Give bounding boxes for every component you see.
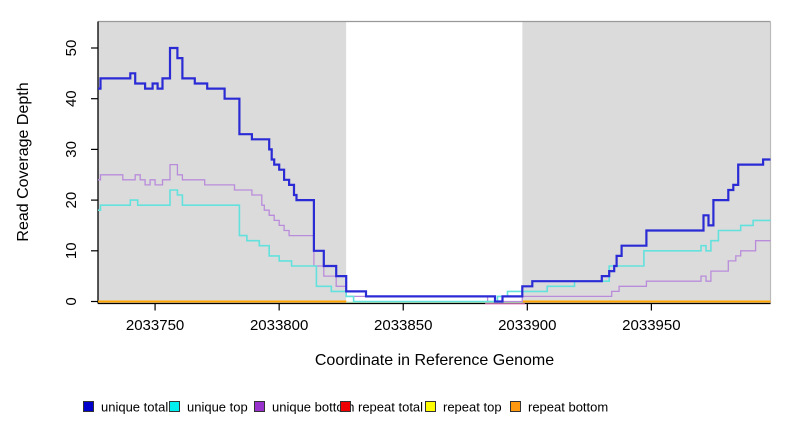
legend-swatch-unique-bottom xyxy=(254,401,265,413)
legend: unique total unique top unique bottom repea… xyxy=(0,398,792,420)
coverage-plot: 0 10 20 30 40 50 2033750 2033800 2033850 2033900 2… xyxy=(63,20,772,334)
legend-item-unique-total: unique total xyxy=(83,398,168,414)
legend-swatch-unique-top xyxy=(169,401,180,413)
y-tick-label: 20 xyxy=(63,192,80,209)
legend-item-unique-top: unique top xyxy=(169,398,248,414)
unique-top-line xyxy=(98,189,771,303)
legend-label: repeat bottom xyxy=(528,399,609,415)
unshaded-band xyxy=(346,21,523,303)
legend-swatch-repeat-top xyxy=(425,401,436,413)
y-tick-label: 40 xyxy=(63,90,80,107)
x-tick-label: 2033750 xyxy=(126,317,184,334)
legend-label: unique total xyxy=(101,399,169,415)
y-axis-title: Read Coverage Depth xyxy=(15,82,32,242)
y-tick-label: 50 xyxy=(63,40,80,57)
legend-label: unique bottom xyxy=(272,399,355,415)
y-tick-label: 0 xyxy=(63,297,80,305)
x-tick-label: 2033800 xyxy=(250,317,308,334)
legend-item-repeat-total: repeat total xyxy=(340,398,423,414)
legend-label: repeat top xyxy=(443,399,502,415)
legend-label: unique top xyxy=(187,399,248,415)
y-tick-label: 30 xyxy=(63,141,80,158)
x-tick-label: 2033900 xyxy=(498,317,556,334)
x-axis-title: Coordinate in Reference Genome xyxy=(314,352,555,369)
legend-label: repeat total xyxy=(358,399,424,415)
unique-bottom-line xyxy=(98,163,771,303)
legend-item-repeat-bottom: repeat bottom xyxy=(510,398,608,414)
legend-item-unique-bottom: unique bottom xyxy=(254,398,354,414)
legend-item-repeat-top: repeat top xyxy=(425,398,502,414)
unique-total-line xyxy=(98,46,771,303)
x-tick-label: 2033850 xyxy=(374,317,432,334)
x-tick-label: 2033950 xyxy=(622,317,680,334)
legend-swatch-repeat-total xyxy=(340,401,351,413)
y-tick-label: 10 xyxy=(63,242,80,259)
legend-swatch-unique-total xyxy=(83,401,94,413)
legend-swatch-repeat-bottom xyxy=(510,401,521,413)
